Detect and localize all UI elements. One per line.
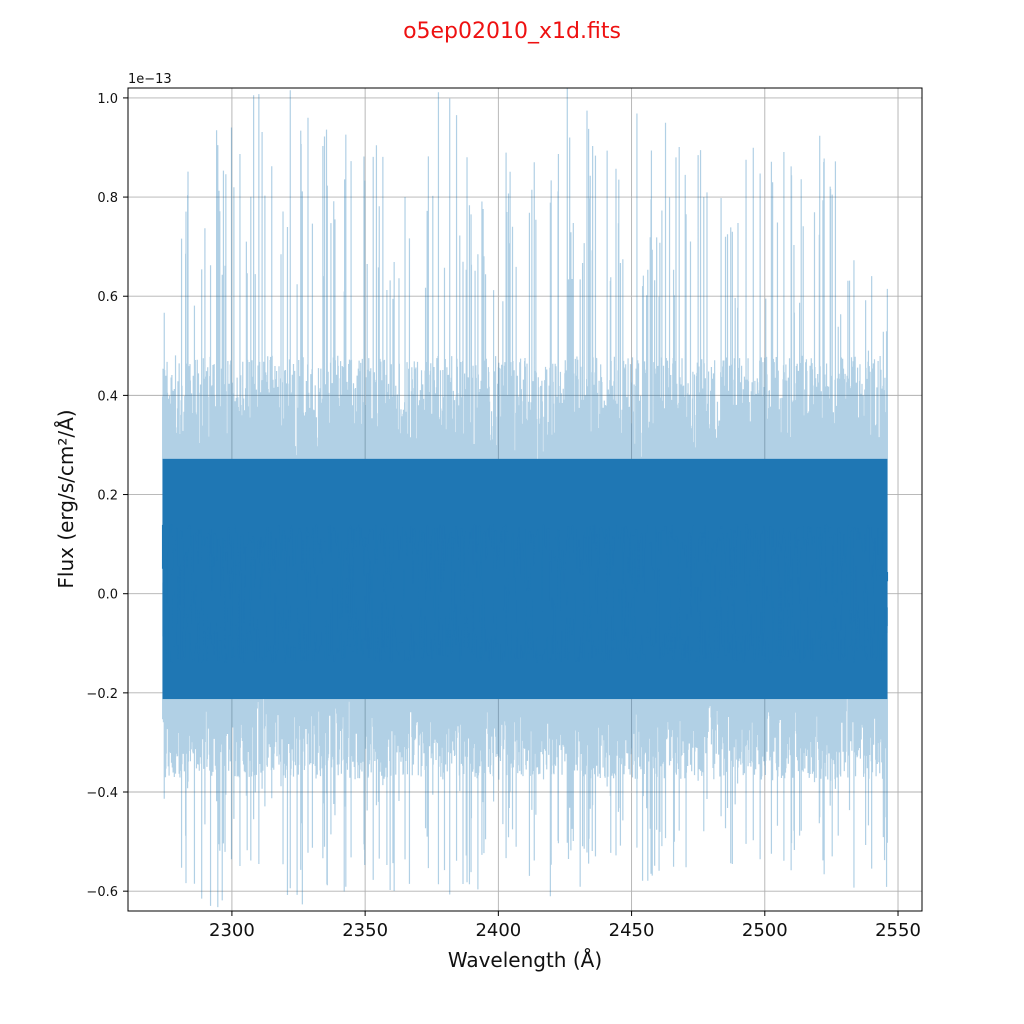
y-offset-label: 1e−13 [128,72,172,87]
flux-core [161,524,889,664]
plot-frame [127,87,923,912]
x-axis-ticks: 2300 2350 2400 2450 2500 2550 [209,911,921,941]
x-tick-label: 2300 [209,920,255,941]
y-tick-label: 0.4 [97,389,118,404]
y-tick-label: −0.6 [86,885,118,900]
y-tick-label: 0.0 [97,588,118,603]
y-tick-label: 1.0 [97,92,118,107]
y-axis-label: Flux (erg/s/cm²/Å) [54,409,78,588]
y-tick-label: 0.2 [97,489,118,504]
y-tick-label: −0.4 [86,786,118,801]
y-tick-label: −0.2 [86,687,118,702]
spectrum-series [161,88,889,908]
y-axis-ticks: −0.6 −0.4 −0.2 0.0 0.2 0.4 0.6 0.8 1.0 [86,92,128,900]
y-tick-label: 0.6 [97,290,118,305]
x-tick-label: 2450 [609,920,655,941]
x-tick-label: 2400 [475,920,521,941]
x-axis-label: Wavelength (Å) [448,948,602,972]
x-tick-label: 2550 [875,920,921,941]
x-tick-label: 2350 [342,920,388,941]
y-tick-label: 0.8 [97,191,118,206]
x-tick-label: 2500 [742,920,788,941]
chart-title: o5ep02010_x1d.fits [403,19,621,44]
